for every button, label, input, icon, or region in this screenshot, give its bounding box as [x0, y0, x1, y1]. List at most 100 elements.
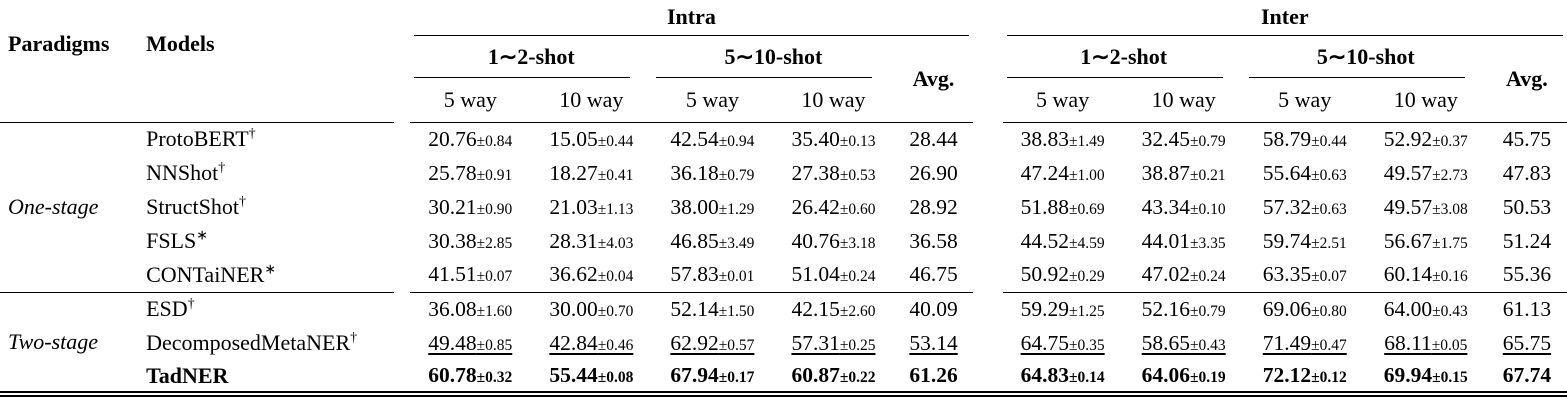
- paradigm-label: Two-stage: [0, 292, 133, 397]
- table-row: TadNER 60.78±0.32 55.44±0.08 67.94±0.17 60.8…: [0, 360, 1567, 397]
- metric-cell: 36.62±0.04: [530, 258, 653, 293]
- header-row-shots: 1∼2-shot 5∼10-shot Avg. 1∼2-shot 5∼10-sh…: [0, 36, 1567, 123]
- header-way: 10 way: [530, 78, 653, 123]
- table-row: FSLS∗ 30.38±2.85 28.31±4.03 46.85±3.49 40.76…: [0, 224, 1567, 258]
- header-way: 5 way: [652, 78, 773, 123]
- header-row-ways: 5 way 10 way 5 way 10 way 5 way 10 way 5…: [0, 78, 1567, 123]
- metric-cell: 58.79±0.44: [1262, 126, 1347, 151]
- avg-cell: 26.90: [909, 160, 958, 185]
- spacer: [973, 292, 1003, 326]
- model-name: DecomposedMetaNER†: [146, 330, 358, 355]
- header-inter-avg: Avg.: [1486, 36, 1567, 123]
- metric-cell: 52.14±1.50: [670, 296, 755, 321]
- metric-cell: 38.00±1.29: [670, 194, 755, 219]
- avg-cell: 53.14: [909, 330, 958, 355]
- metric-cell: 27.38±0.53: [791, 160, 876, 185]
- model-name: FSLS∗: [146, 228, 208, 253]
- metric-cell: 67.94±0.17: [652, 360, 773, 397]
- header-way: 10 way: [772, 78, 895, 123]
- avg-cell: 65.75: [1502, 330, 1552, 355]
- avg-cell: 55.36: [1486, 258, 1567, 293]
- avg-cell: 61.26: [894, 360, 973, 397]
- metric-cell: 57.83±0.01: [652, 258, 773, 293]
- metric-cell: 60.78±0.32: [410, 360, 531, 397]
- metric-cell: 55.64±0.63: [1262, 160, 1347, 185]
- metric-cell: 52.92±0.37: [1383, 126, 1468, 151]
- metric-cell: 28.31±4.03: [549, 228, 634, 253]
- header-way: 10 way: [1122, 78, 1245, 123]
- metric-cell: 56.67±1.75: [1383, 228, 1468, 253]
- avg-cell: 28.92: [909, 194, 958, 219]
- metric-cell: 69.94±0.15: [1364, 360, 1487, 397]
- metric-cell: 36.08±1.60: [428, 296, 513, 321]
- header-row-setting: Paradigms Models Intra Inter: [0, 2, 1567, 123]
- table-row: NNShot† 25.78±0.91 18.27±0.41 36.18±0.79 27.…: [0, 156, 1567, 190]
- spacer: [394, 122, 410, 156]
- header-inter-5-10-shot: 5∼10-shot: [1245, 36, 1487, 78]
- header-intra: Intra: [410, 2, 972, 36]
- table-header: Paradigms Models Intra Inter 1∼2-shot 5∼…: [0, 2, 1567, 123]
- metric-cell: 38.83±1.49: [1020, 126, 1105, 151]
- metric-cell: 64.75±0.35: [1020, 330, 1105, 355]
- avg-cell: 46.75: [894, 258, 973, 293]
- header-paradigms: Paradigms: [0, 2, 133, 123]
- metric-cell: 55.44±0.08: [530, 360, 653, 397]
- metric-cell: 49.57±2.73: [1383, 160, 1468, 185]
- header-inter: Inter: [1003, 2, 1567, 36]
- header-way: 5 way: [1244, 78, 1365, 123]
- metric-cell: 40.76±3.18: [791, 228, 876, 253]
- metric-cell: 15.05±0.44: [549, 126, 634, 151]
- metric-cell: 50.92±0.29: [1002, 258, 1123, 293]
- metric-cell: 64.00±0.43: [1383, 296, 1468, 321]
- header-inter-1-2-shot: 1∼2-shot: [1003, 36, 1245, 78]
- table-row: DecomposedMetaNER† 49.48±0.85 42.84±0.46 62…: [0, 326, 1567, 360]
- metric-cell: 49.57±3.08: [1383, 194, 1468, 219]
- model-marker: †: [238, 194, 246, 210]
- header-way: 5 way: [410, 78, 531, 123]
- model-marker: †: [218, 160, 226, 176]
- metric-cell: 69.06±0.80: [1262, 296, 1347, 321]
- metric-cell: 42.84±0.46: [549, 330, 634, 355]
- avg-cell: 45.75: [1502, 126, 1552, 151]
- metric-cell: 57.31±0.25: [791, 330, 876, 355]
- metric-cell: 63.35±0.07: [1244, 258, 1365, 293]
- avg-cell: 47.83: [1502, 160, 1552, 185]
- model-marker: †: [187, 296, 195, 312]
- metric-cell: 60.87±0.22: [772, 360, 895, 397]
- model-name: ESD†: [146, 296, 195, 322]
- model-name: CONTaiNER∗: [132, 258, 395, 293]
- model-marker: ∗: [196, 228, 208, 244]
- metric-cell: 41.51±0.07: [410, 258, 531, 293]
- spacer: [973, 156, 1003, 190]
- metric-cell: 25.78±0.91: [428, 160, 513, 185]
- avg-cell: 36.58: [909, 228, 958, 253]
- metric-cell: 52.16±0.79: [1141, 296, 1226, 321]
- spacer: [973, 258, 1003, 292]
- header-way: 5 way: [1002, 78, 1123, 123]
- metric-cell: 64.06±0.19: [1122, 360, 1245, 397]
- avg-cell: 61.13: [1502, 296, 1552, 321]
- spacer: [394, 292, 410, 326]
- metric-cell: 30.21±0.90: [428, 194, 513, 219]
- spacer: [973, 2, 1003, 122]
- metric-cell: 47.24±1.00: [1020, 160, 1105, 185]
- spacer: [394, 360, 411, 397]
- metric-cell: 64.83±0.14: [1002, 360, 1123, 397]
- metric-cell: 60.14±0.16: [1364, 258, 1487, 293]
- spacer: [973, 122, 1003, 156]
- metric-cell: 35.40±0.13: [791, 126, 876, 151]
- metric-cell: 38.87±0.21: [1141, 160, 1226, 185]
- metric-cell: 47.02±0.24: [1122, 258, 1245, 293]
- table-row: CONTaiNER∗ 41.51±0.07 36.62±0.04 57.83±0.01…: [0, 258, 1567, 293]
- model-name: NNShot†: [146, 160, 226, 185]
- spacer: [394, 190, 410, 224]
- metric-cell: 58.65±0.43: [1141, 330, 1226, 355]
- model-name: TadNER: [132, 360, 395, 397]
- metric-cell: 42.15±2.60: [791, 296, 876, 321]
- spacer: [394, 326, 410, 360]
- metric-cell: 57.32±0.63: [1262, 194, 1347, 219]
- metric-cell: 21.03±1.13: [549, 194, 634, 219]
- metric-cell: 49.48±0.85: [428, 330, 513, 355]
- metric-cell: 71.49±0.47: [1262, 330, 1347, 355]
- model-name: StructShot†: [146, 194, 246, 219]
